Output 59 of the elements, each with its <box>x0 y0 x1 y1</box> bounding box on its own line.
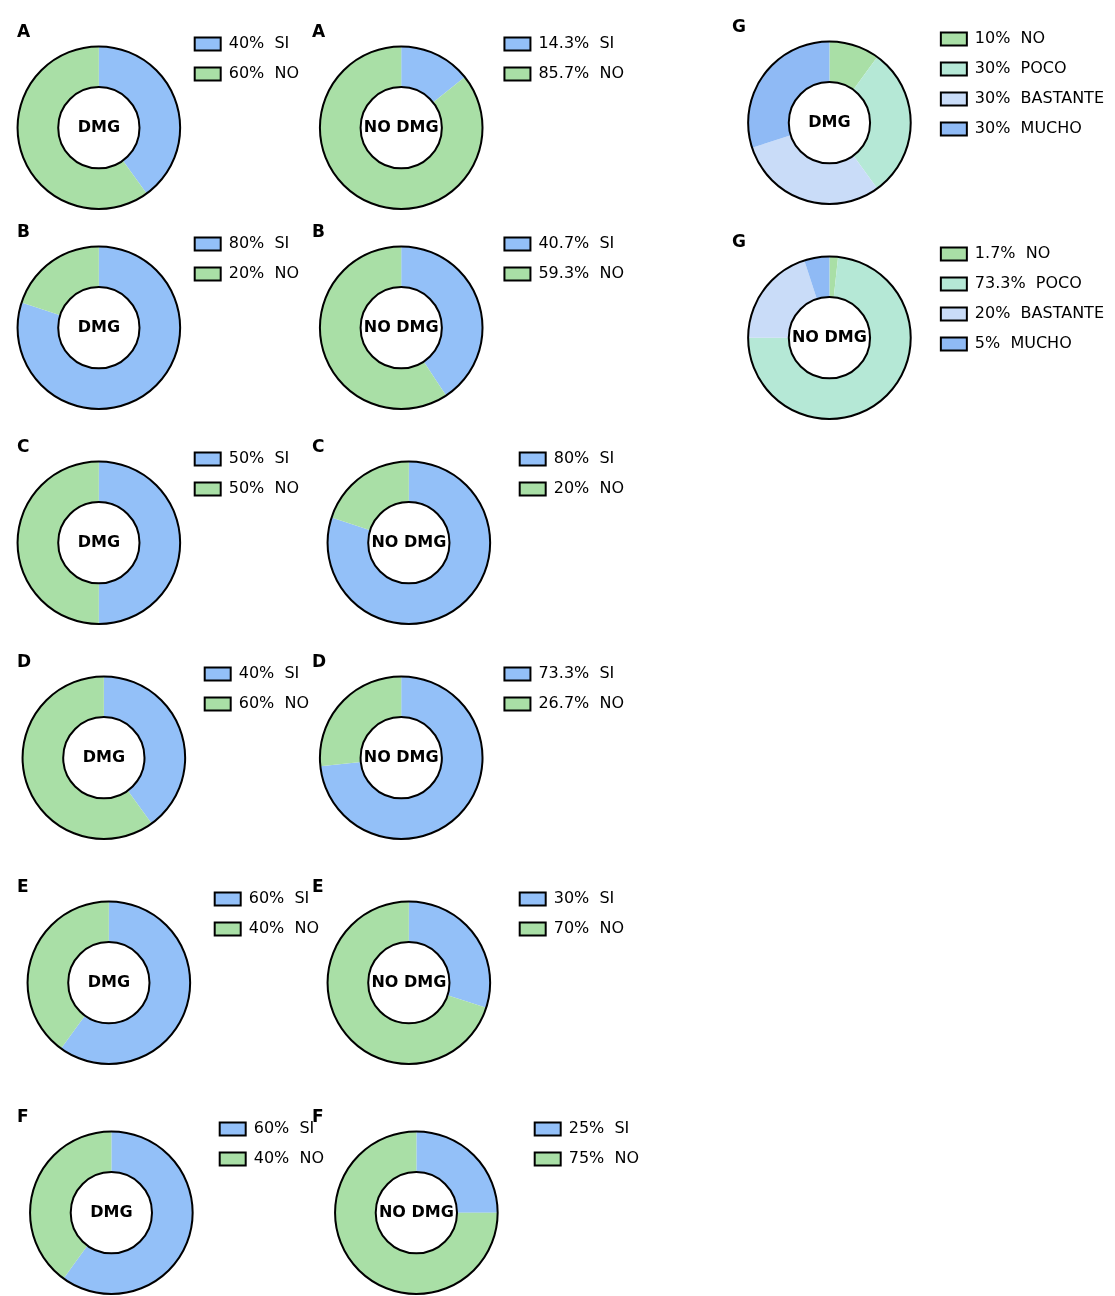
text: DMG <box>77 316 121 336</box>
legend-label: 20% NO <box>228 263 299 283</box>
legend-label: 75% NO <box>568 1148 639 1168</box>
legend-label: 85.7% NO <box>538 63 624 83</box>
legend-label: 50% SI <box>228 448 290 468</box>
chart-title: D <box>312 650 327 671</box>
legend-label: 70% NO <box>553 918 624 938</box>
legend-label: 40% SI <box>238 663 300 683</box>
legend-label: 26.7% NO <box>538 693 624 713</box>
chart-title: B <box>17 220 30 241</box>
text: DMG <box>87 971 131 991</box>
legend-label: 40.7% SI <box>538 233 615 253</box>
chart-title: E <box>17 875 29 896</box>
legend-label: 73.3% POCO <box>974 273 1082 293</box>
chart-title: A <box>312 20 326 41</box>
text: NO DMG <box>363 116 439 136</box>
legend-label: 80% SI <box>228 233 290 253</box>
chart-title: G <box>732 230 746 251</box>
legend-label: 1.7% NO <box>974 243 1051 263</box>
legend-label: 30% POCO <box>974 58 1067 78</box>
legend-label: 5% MUCHO <box>974 333 1072 353</box>
legend-label: 40% NO <box>253 1148 324 1168</box>
legend-label: 73.3% SI <box>538 663 615 683</box>
legend-label: 59.3% NO <box>538 263 624 283</box>
chart-title: D <box>17 650 32 671</box>
chart-title: C <box>312 435 325 456</box>
text: DMG <box>90 1201 133 1221</box>
legend-label: 80% SI <box>553 448 615 468</box>
chart-title: F <box>17 1105 29 1126</box>
legend-label: 20% NO <box>553 478 624 498</box>
chart-title: G <box>732 15 746 36</box>
legend-label: 14.3% SI <box>538 33 615 53</box>
legend-label: 40% SI <box>228 33 290 53</box>
text: NO DMG <box>371 531 447 551</box>
legend-label: 10% NO <box>974 28 1046 48</box>
text: NO DMG <box>363 746 439 766</box>
text: DMG <box>808 111 851 131</box>
text: DMG <box>82 746 126 766</box>
legend-label: 25% SI <box>568 1118 630 1138</box>
text: NO DMG <box>791 326 867 346</box>
legend-label: 60% NO <box>238 693 309 713</box>
text: NO DMG <box>363 316 439 336</box>
chart-title: F <box>312 1105 324 1126</box>
chart-title: A <box>17 20 31 41</box>
legend-label: 40% NO <box>248 918 319 938</box>
legend-label: 30% BASTANTE <box>974 88 1104 108</box>
text: DMG <box>77 531 121 551</box>
text: DMG <box>77 116 121 136</box>
legend-label: 60% NO <box>228 63 299 83</box>
legend-label: 50% NO <box>228 478 299 498</box>
legend-label: 30% SI <box>553 888 615 908</box>
legend-label: 60% SI <box>248 888 310 908</box>
chart-title: C <box>17 435 30 456</box>
chart-title: E <box>312 875 324 896</box>
text: NO DMG <box>378 1201 454 1221</box>
chart-title: B <box>312 220 325 241</box>
text: NO DMG <box>371 971 447 991</box>
legend-label: 20% BASTANTE <box>974 303 1104 323</box>
legend-label: 30% MUCHO <box>974 118 1082 138</box>
